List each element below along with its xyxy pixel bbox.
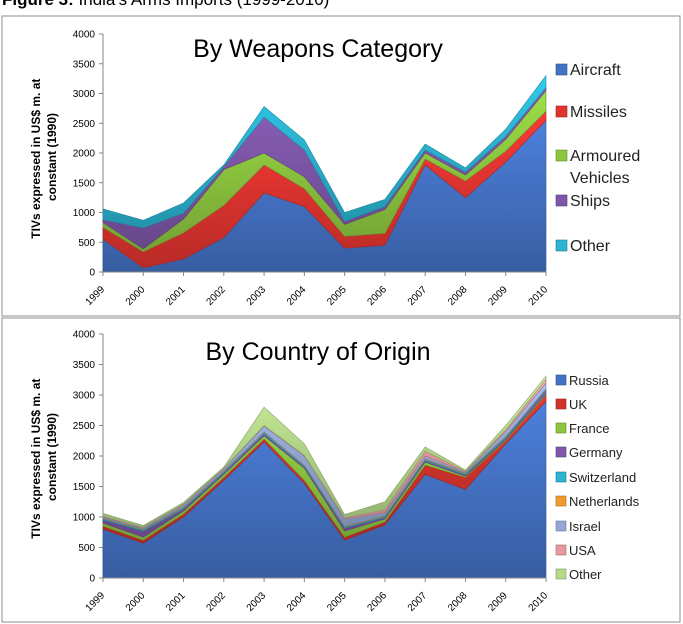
chart-frame <box>1 15 681 317</box>
legend-swatch <box>555 239 568 252</box>
weapons-category-chart: 0 500 1000 1500 2000 2500 3000 3500 4000 1999 200… <box>1 15 681 317</box>
legend-swatch <box>555 194 568 207</box>
figure-title-text: India's Arms Imports (1999-2010) <box>74 0 330 9</box>
y-tick-label: 500 <box>78 238 95 249</box>
x-tick-label: 2005 <box>325 590 349 614</box>
y-tick-label: 1500 <box>73 178 96 189</box>
x-tick-label: 2000 <box>124 284 148 308</box>
chart-title: By Country of Origin <box>205 338 430 366</box>
plot-area <box>102 74 547 273</box>
legend: Aircraft Missiles Armoured Vehicles Ships Oth… <box>555 62 640 255</box>
y-axis-label: TIVs expressed in US$ m. at constant (19… <box>29 75 59 238</box>
legend-swatch <box>555 471 567 483</box>
y-tick-label: 3000 <box>73 89 96 100</box>
y-tick-label: 2500 <box>73 421 96 432</box>
x-tick-label: 2008 <box>446 284 470 308</box>
x-tick-label: 2001 <box>164 284 188 308</box>
legend-label: Ships <box>570 193 610 210</box>
y-tick-label: 500 <box>78 543 95 554</box>
legend-label: Germany <box>569 445 623 460</box>
y-tick-label: 2500 <box>73 119 96 130</box>
x-tick-label: 2002 <box>204 284 228 308</box>
legend-label: Switzerland <box>569 470 636 485</box>
y-tick-label: 1500 <box>73 482 96 493</box>
legend-label: UK <box>569 397 587 412</box>
y-axis-label: TIVs expressed in US$ m. at constant (19… <box>29 375 59 538</box>
x-axis: 1999 2000 2001 2002 2003 2004 2005 2006 2007 2008… <box>84 577 551 614</box>
y-tick-label: 3500 <box>73 360 96 371</box>
plot-area <box>102 375 547 579</box>
legend: Russia UK France Germany Switzerland Netherla… <box>555 373 640 582</box>
legend-swatch <box>555 398 567 410</box>
axes: 0 500 1000 1500 2000 2500 3000 3500 4000 <box>73 330 104 585</box>
legend-label: Aircraft <box>570 62 621 79</box>
y-tick-label: 2000 <box>73 149 96 160</box>
x-tick-label: 2003 <box>245 590 269 614</box>
legend-swatch <box>555 446 567 458</box>
legend-label: Netherlands <box>569 494 640 509</box>
legend-label: Other <box>569 567 602 582</box>
y-tick-label: 3500 <box>73 59 96 70</box>
x-tick-label: 2008 <box>446 590 470 614</box>
legend-swatch <box>555 520 567 532</box>
x-tick-label: 2000 <box>124 590 148 614</box>
figure-title: Figure 3: India's Arms Imports (1999-201… <box>2 0 329 10</box>
y-tick-label: 2000 <box>73 452 96 463</box>
x-tick-label: 2001 <box>164 590 188 614</box>
legend-swatch <box>555 422 567 434</box>
figure-title-label: Figure 3: <box>2 0 74 9</box>
legend-swatch <box>555 63 568 76</box>
y-tick-label: 1000 <box>73 513 96 524</box>
y-axis-label-line-1: TIVs expressed in US$ m. at <box>29 379 43 539</box>
legend-label: Russia <box>569 373 610 388</box>
x-tick-label: 1999 <box>84 590 108 614</box>
y-tick-label: 1000 <box>73 208 96 219</box>
legend-label: France <box>569 421 609 436</box>
series-area-other <box>102 74 547 229</box>
chart-title: By Weapons Category <box>193 35 443 63</box>
x-tick-label: 2004 <box>285 284 309 308</box>
x-tick-label: 2010 <box>527 590 551 614</box>
series-area-other <box>102 375 547 528</box>
country-of-origin-chart: 0 500 1000 1500 2000 2500 3000 3500 4000 1999 200… <box>1 317 681 623</box>
x-tick-label: 2002 <box>204 590 228 614</box>
y-tick-label: 4000 <box>73 30 96 41</box>
legend-label: Israel <box>569 519 601 534</box>
x-tick-label: 2005 <box>325 284 349 308</box>
legend-swatch <box>555 544 567 556</box>
x-tick-label: 2004 <box>285 590 309 614</box>
y-tick-label: 4000 <box>73 330 96 341</box>
chart-frame <box>1 317 681 623</box>
legend-label: Missiles <box>570 104 627 121</box>
y-axis-label-line-2: constant (1990) <box>45 413 59 501</box>
x-axis: 1999 2000 2001 2002 2003 2004 2005 2006 2007 2008… <box>84 271 551 308</box>
legend-swatch <box>555 495 567 507</box>
axes: 0 500 1000 1500 2000 2500 3000 3500 4000 <box>73 30 104 279</box>
y-axis-label-line-2: constant (1990) <box>45 113 59 201</box>
x-tick-label: 2007 <box>406 284 430 308</box>
x-tick-label: 2010 <box>527 284 551 308</box>
y-tick-label: 0 <box>89 574 95 585</box>
legend-swatch <box>555 374 567 386</box>
legend-swatch <box>555 149 568 162</box>
legend-label: USA <box>569 543 596 558</box>
x-tick-label: 2009 <box>486 284 510 308</box>
y-tick-label: 3000 <box>73 391 96 402</box>
x-tick-label: 2003 <box>245 284 269 308</box>
y-axis-label-line-1: TIVs expressed in US$ m. at <box>29 79 43 239</box>
x-tick-label: 1999 <box>84 284 108 308</box>
legend-swatch <box>555 105 568 118</box>
x-tick-label: 2006 <box>366 284 390 308</box>
x-tick-label: 2007 <box>406 590 430 614</box>
legend-label: Other <box>570 238 611 255</box>
y-tick-label: 0 <box>89 268 95 279</box>
legend-swatch <box>555 568 567 580</box>
x-tick-label: 2006 <box>366 590 390 614</box>
legend-label: Armoured Vehicles <box>570 148 640 187</box>
x-tick-label: 2009 <box>486 590 510 614</box>
